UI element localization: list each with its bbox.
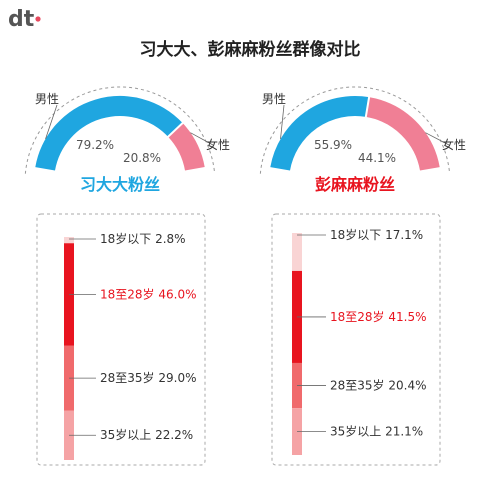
gender-gauge bbox=[259, 86, 451, 174]
gender-label-female: 女性 bbox=[442, 137, 466, 152]
gender-value-male: 55.9% bbox=[314, 138, 352, 152]
panel-name: 习大大粉丝 bbox=[80, 175, 160, 194]
gender-arc-female bbox=[365, 97, 440, 171]
gender-value-female: 44.1% bbox=[358, 151, 396, 165]
age-label: 18至28岁 41.5% bbox=[330, 309, 426, 324]
age-label: 35岁以上 21.1% bbox=[330, 424, 423, 439]
gender-arc-male bbox=[35, 96, 183, 171]
female-leader-line bbox=[190, 132, 214, 146]
gender-label-male: 男性 bbox=[262, 92, 286, 106]
male-leader-line bbox=[280, 104, 285, 140]
age-label: 18至28岁 46.0% bbox=[100, 287, 196, 302]
logo-text: dt bbox=[8, 7, 35, 32]
brand-logo: dt bbox=[8, 7, 41, 32]
age-label: 28至35岁 20.4% bbox=[330, 378, 426, 393]
male-leader-line bbox=[45, 104, 58, 140]
gender-label-female: 女性 bbox=[206, 137, 230, 152]
gender-split-line bbox=[166, 121, 185, 139]
logo-dot-icon bbox=[35, 16, 41, 22]
gender-arc-male bbox=[270, 96, 370, 171]
gender-label-male: 男性 bbox=[35, 92, 59, 106]
age-label: 35岁以上 22.2% bbox=[100, 427, 193, 442]
chart-title: 习大大、彭麻麻粉丝群像对比 bbox=[140, 39, 361, 60]
panel-xi-fans: 男性 女性 79.2% 20.8% 习大大粉丝 18岁以下 2.8% 18至28岁… bbox=[24, 86, 230, 466]
age-label: 18岁以下 17.1% bbox=[330, 227, 423, 242]
age-box bbox=[271, 213, 441, 466]
gender-arc-female bbox=[167, 123, 205, 171]
age-bar: 18岁以下 17.1% 18至28岁 41.5% 28至35岁 20.4% 35岁以上… bbox=[292, 227, 426, 455]
age-segment bbox=[64, 237, 74, 244]
gender-value-male: 79.2% bbox=[76, 138, 114, 152]
age-label: 28至35岁 29.0% bbox=[100, 370, 196, 385]
gender-split-line bbox=[364, 96, 371, 119]
age-box bbox=[36, 213, 206, 466]
age-label: 18岁以下 2.8% bbox=[100, 231, 186, 246]
age-bar: 18岁以下 2.8% 18至28岁 46.0% 28至35岁 29.0% 35岁以上 … bbox=[64, 231, 196, 460]
age-segment bbox=[292, 233, 302, 271]
gender-gauge bbox=[24, 86, 216, 174]
female-leader-line bbox=[425, 132, 450, 146]
gauge-outline bbox=[259, 86, 451, 174]
panel-name: 彭麻麻粉丝 bbox=[315, 175, 395, 194]
gauge-outline bbox=[24, 86, 216, 174]
panel-peng-fans: 男性 女性 55.9% 44.1% 彭麻麻粉丝 18岁以下 17.1% 18至28… bbox=[259, 86, 466, 466]
gender-value-female: 20.8% bbox=[123, 151, 161, 165]
